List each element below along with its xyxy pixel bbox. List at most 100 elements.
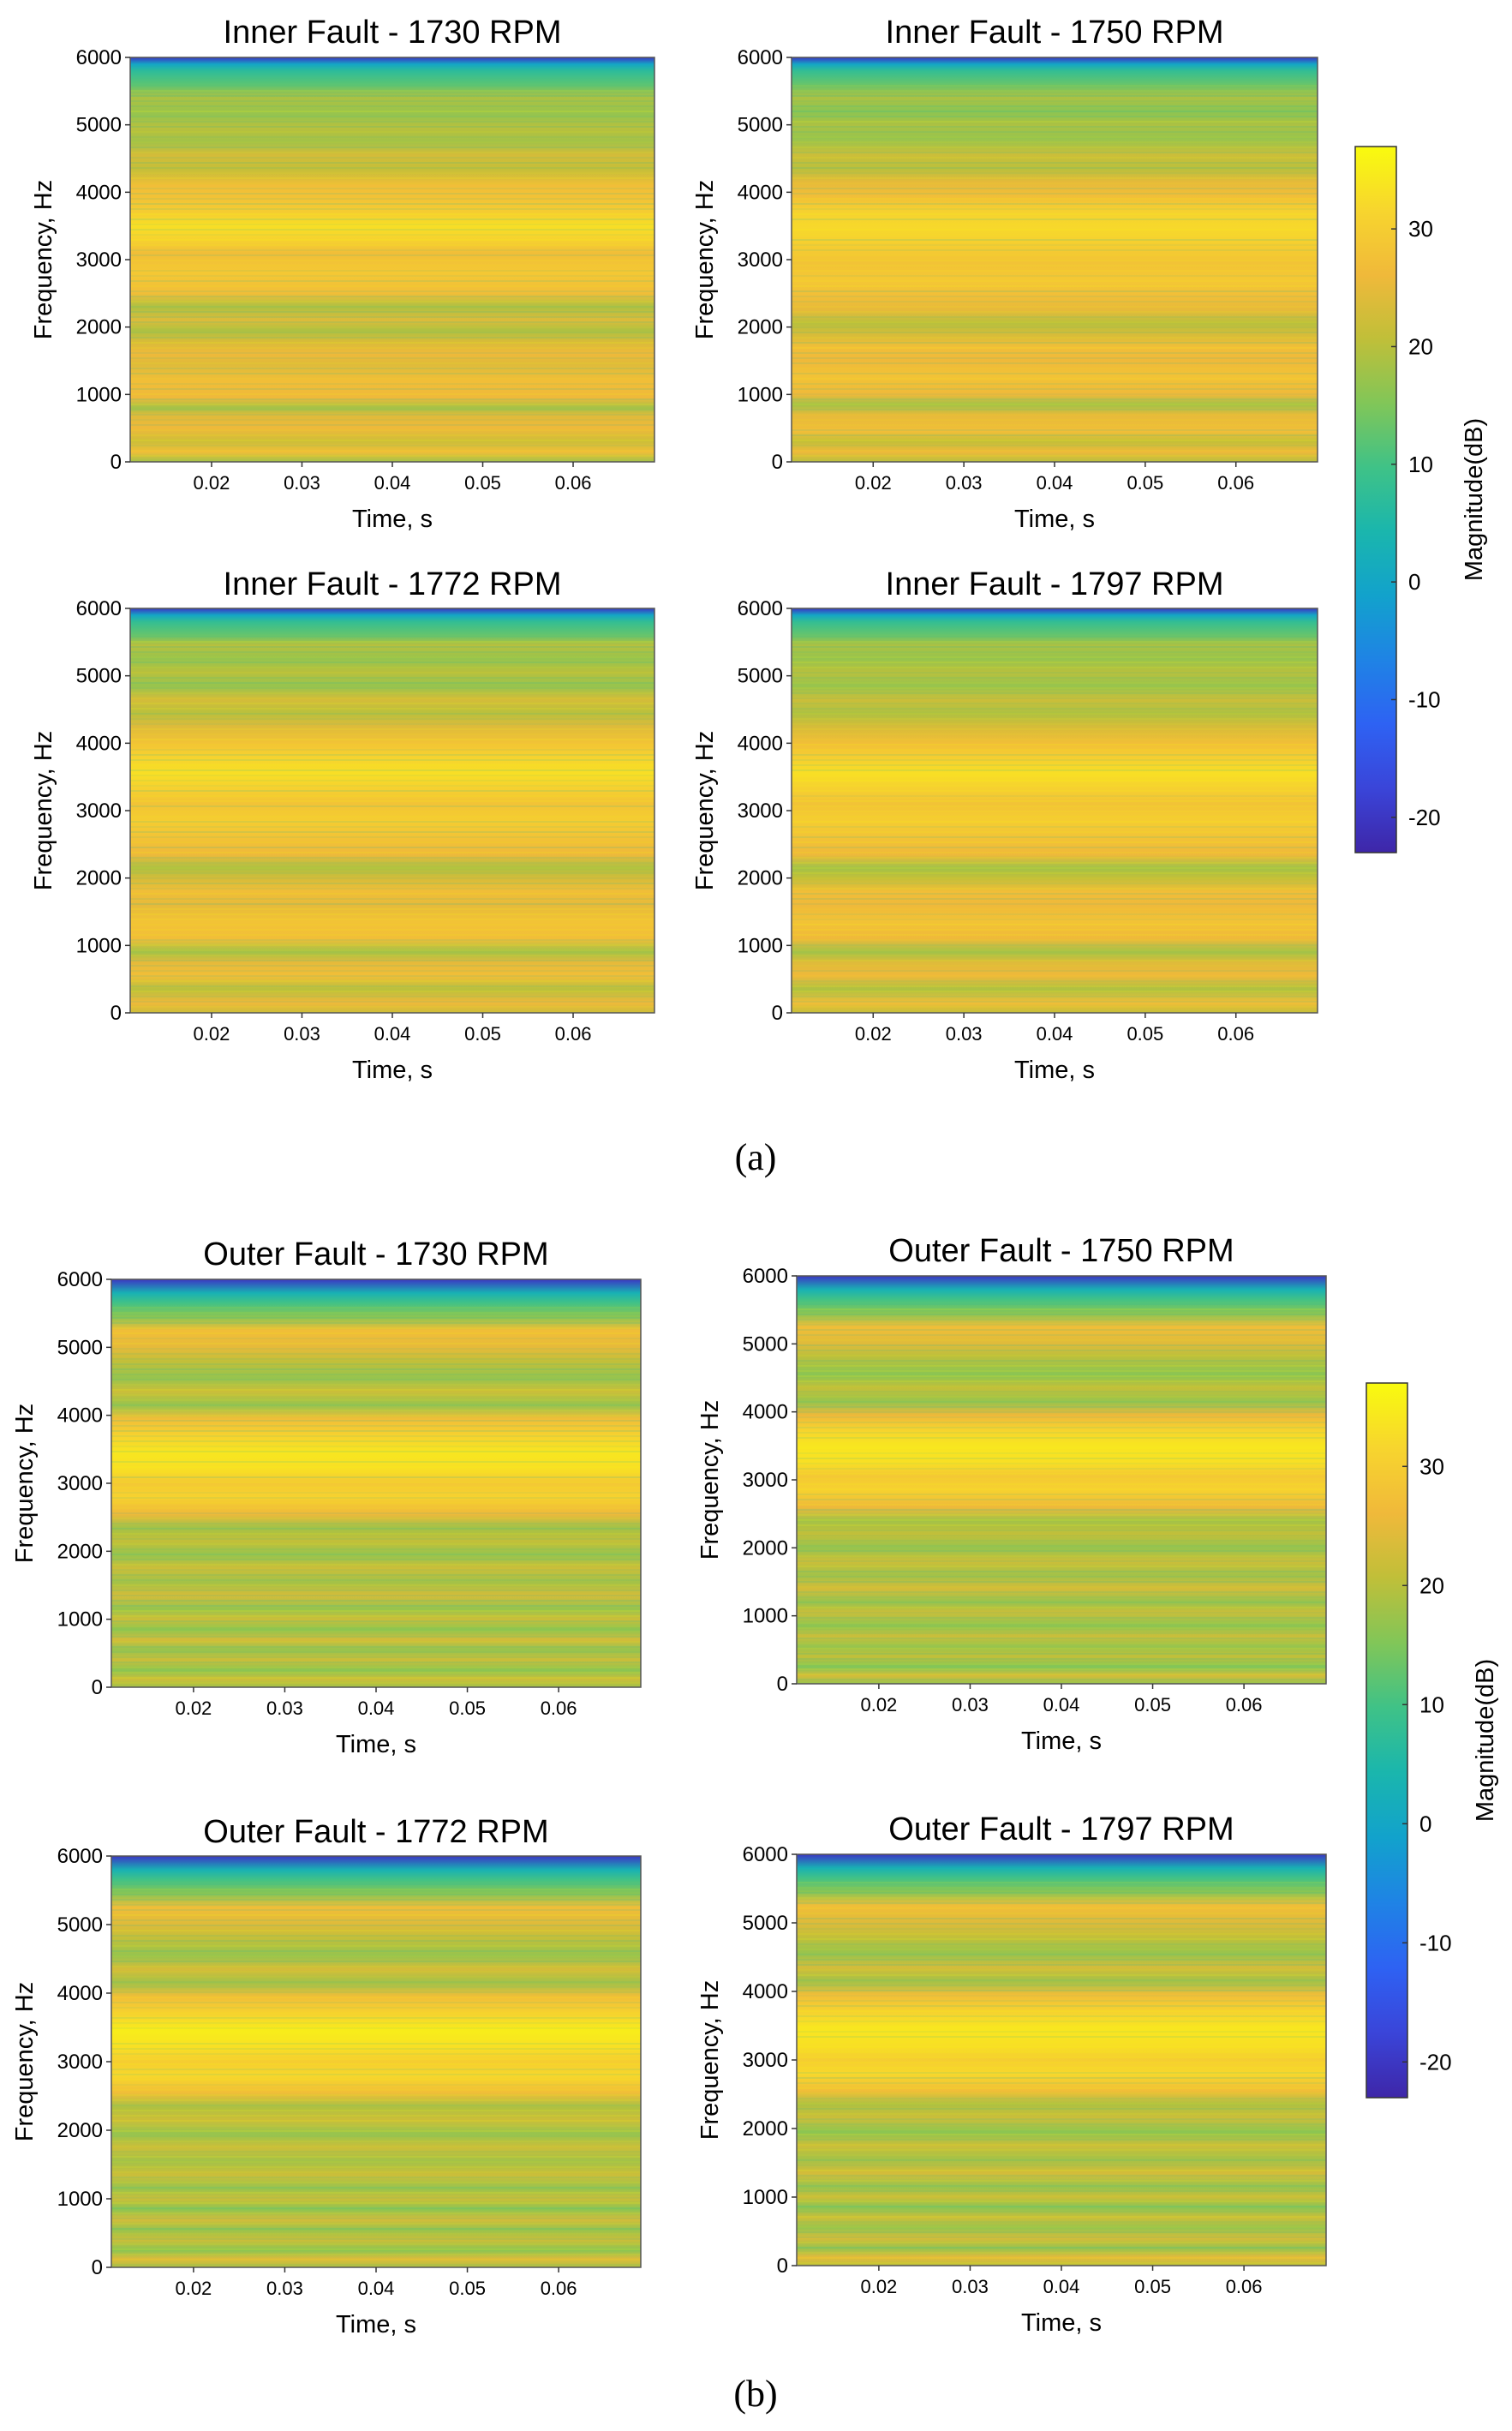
y-tick-label: 1000	[743, 2186, 788, 2209]
x-tick-label: 0.04	[358, 2278, 395, 2299]
y-tick-label: 0	[772, 451, 783, 474]
x-tick-label: 0.02	[175, 2278, 212, 2299]
x-tick-label: 0.02	[194, 1023, 230, 1045]
x-tick-label: 0.03	[952, 2276, 989, 2297]
chart-title: Outer Fault - 1772 RPM	[203, 1814, 548, 1850]
x-tick-label: 0.04	[1043, 2276, 1080, 2297]
spectrogram-image	[111, 1279, 641, 1687]
x-tick-label: 0.02	[860, 1694, 897, 1715]
y-tick-label: 1000	[738, 934, 783, 957]
spectrogram-image	[130, 57, 654, 462]
x-tick-label: 0.03	[946, 1023, 983, 1045]
x-tick-label: 0.02	[855, 1023, 892, 1045]
y-tick-label: 3000	[743, 1469, 788, 1492]
x-tick-label: 0.05	[1134, 1694, 1171, 1715]
x-axis-label: Time, s	[336, 1731, 416, 1758]
colorbar-tick-label: 30	[1419, 1453, 1444, 1479]
x-tick-label: 0.03	[952, 1694, 989, 1715]
x-axis-label: Time, s	[1021, 1727, 1102, 1755]
x-tick-label: 0.06	[1217, 472, 1254, 494]
spectrogram-2: Inner Fault - 1750 RPM 0 1000 2000 3000 4000 5…	[691, 15, 1318, 533]
y-axis-label: Frequency, Hz	[30, 180, 57, 339]
y-tick-label: 3000	[743, 2049, 788, 2072]
y-tick-label: 4000	[743, 1980, 788, 2003]
colorbar-label: Magnitude(dB)	[1461, 418, 1488, 581]
chart-title: Outer Fault - 1797 RPM	[888, 1811, 1234, 1847]
spectrogram-5: Outer Fault - 1730 RPM 0 1000 2000 3000 4000 5…	[11, 1236, 642, 1758]
x-tick-label: 0.03	[266, 2278, 303, 2299]
y-tick-label: 4000	[76, 732, 122, 755]
colorbar-tick-label: 10	[1419, 1692, 1444, 1717]
y-tick-label: 6000	[743, 1265, 788, 1288]
y-tick-label: 1000	[76, 383, 122, 406]
chart-title: Inner Fault - 1797 RPM	[886, 566, 1224, 602]
y-tick-label: 6000	[57, 1268, 103, 1291]
spectrogram-image	[797, 1854, 1326, 2266]
colorbar-b: 30 20 10 0 -10 -20 Magnitude(dB)	[1366, 1382, 1499, 2099]
spectrogram-8: Outer Fault - 1797 RPM 0 1000 2000 3000 4000 5…	[696, 1811, 1327, 2337]
y-tick-label: 1000	[57, 2188, 103, 2211]
y-axis-label: Frequency, Hz	[11, 1404, 39, 1563]
x-axis-label: Time, s	[1014, 506, 1095, 533]
spectrogram-4: Inner Fault - 1797 RPM 0 1000 2000 3000 4000 5…	[691, 566, 1318, 1084]
spectrogram-image	[130, 608, 654, 1013]
y-tick-label: 0	[92, 1676, 103, 1699]
x-tick-label: 0.05	[1127, 472, 1163, 494]
y-tick-label: 5000	[738, 665, 783, 688]
y-tick-label: 5000	[76, 114, 122, 137]
y-tick-label: 6000	[738, 46, 783, 69]
y-tick-label: 5000	[743, 1332, 788, 1356]
y-tick-label: 5000	[57, 1336, 103, 1359]
y-tick-label: 2000	[57, 1540, 103, 1563]
spectrogram-6: Outer Fault - 1750 RPM 0 1000 2000 3000 4000 5…	[696, 1233, 1327, 1755]
chart-title: Inner Fault - 1772 RPM	[224, 566, 562, 602]
x-axis-label: Time, s	[1014, 1057, 1095, 1084]
spectrogram-7: Outer Fault - 1772 RPM 0 1000 2000 3000 4000 5…	[11, 1814, 642, 2338]
y-tick-label: 4000	[738, 181, 783, 204]
y-tick-label: 2000	[743, 2117, 788, 2141]
colorbar-a: 30 20 10 0 -10 -20 Magnitude(dB)	[1354, 146, 1488, 853]
chart-title: Outer Fault - 1730 RPM	[203, 1236, 548, 1272]
y-tick-label: 5000	[57, 1913, 103, 1937]
colorbar-tick-label: 20	[1408, 333, 1433, 359]
x-tick-label: 0.02	[194, 472, 230, 494]
y-tick-label: 2000	[743, 1536, 788, 1560]
x-axis-label: Time, s	[352, 506, 433, 533]
colorbar-gradient	[1354, 146, 1397, 853]
colorbar-tick-label: 20	[1419, 1572, 1444, 1598]
y-tick-label: 0	[772, 1002, 783, 1025]
y-tick-label: 5000	[743, 1912, 788, 1935]
y-tick-label: 6000	[76, 46, 122, 69]
spectrogram-image	[797, 1276, 1326, 1684]
x-tick-label: 0.05	[1134, 2276, 1171, 2297]
y-tick-label: 3000	[738, 248, 783, 272]
x-tick-label: 0.06	[1217, 1023, 1254, 1045]
spectrogram-3: Inner Fault - 1772 RPM 0 1000 2000 3000 4000 5…	[30, 566, 655, 1084]
y-tick-label: 6000	[76, 597, 122, 620]
x-tick-label: 0.05	[464, 1023, 501, 1045]
spectrogram-image	[111, 1856, 641, 2267]
x-tick-label: 0.05	[449, 2278, 486, 2299]
spectrogram-image	[792, 57, 1318, 462]
x-tick-label: 0.06	[1226, 1694, 1263, 1715]
x-tick-label: 0.06	[555, 472, 592, 494]
x-tick-label: 0.04	[1037, 472, 1073, 494]
colorbar-tick-label: -10	[1419, 1930, 1452, 1955]
y-tick-label: 3000	[76, 799, 122, 823]
y-axis-label: Frequency, Hz	[696, 1400, 724, 1560]
y-axis-label: Frequency, Hz	[691, 180, 719, 339]
y-tick-label: 3000	[57, 2051, 103, 2074]
panel-b-label: (b)	[733, 2373, 777, 2415]
y-axis-label: Frequency, Hz	[696, 1980, 724, 2140]
y-tick-label: 2000	[76, 316, 122, 339]
x-tick-label: 0.04	[374, 472, 411, 494]
colorbars: 30 20 10 0 -10 -20 Magnitude(dB) 30 20 10 0 -10 -20 M…	[1354, 146, 1499, 2099]
x-tick-label: 0.02	[175, 1698, 212, 1719]
y-axis-label: Frequency, Hz	[691, 731, 719, 890]
x-tick-label: 0.06	[541, 1698, 577, 1719]
y-tick-label: 4000	[76, 181, 122, 204]
y-axis-label: Frequency, Hz	[11, 1982, 39, 2141]
y-tick-label: 4000	[57, 1404, 103, 1428]
spectrogram-image	[792, 608, 1318, 1013]
